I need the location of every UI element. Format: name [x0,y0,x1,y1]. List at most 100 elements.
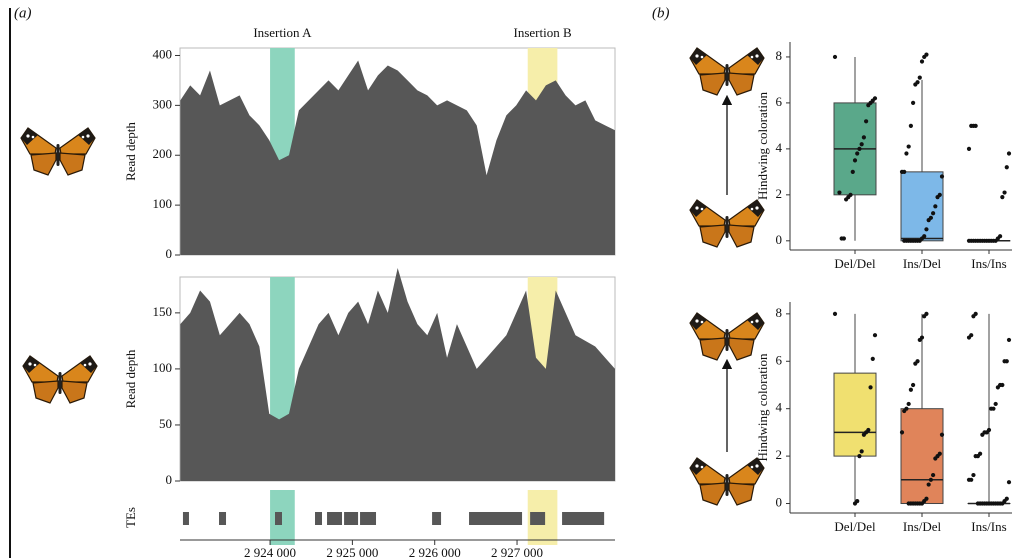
highlight [270,490,295,545]
data-point [857,454,861,458]
data-point [967,335,971,339]
x-tick-label: 2 924 000 [244,545,296,558]
data-point [902,239,906,243]
y-tick-label: 8 [776,48,783,63]
data-point [862,135,866,139]
te-segment [275,512,282,525]
panel-label: (a) [14,5,32,21]
data-point [873,333,877,337]
x-tick-label: Ins/Del [903,519,942,534]
x-tick-label: Ins/Ins [971,256,1006,271]
data-point [1007,338,1011,342]
y-axis-label: Hindwing coloration [755,92,770,200]
te-segment [469,512,522,525]
y-axis-label: TEs [123,507,138,528]
panel-label: (b) [652,5,670,21]
data-point [833,55,837,59]
data-point [920,59,924,63]
te-segment [219,512,226,525]
x-tick-label: Del/Del [834,519,876,534]
highlight-label: Insertion B [513,25,571,40]
y-tick-label: 150 [153,304,173,319]
y-tick-label: 6 [776,94,783,109]
highlight-label: Insertion A [253,25,312,40]
y-axis-label: Read depth [123,349,138,408]
data-point [1007,151,1011,155]
data-point [866,103,870,107]
data-point [907,144,911,148]
data-point [853,501,857,505]
te-segment [530,512,545,525]
te-segment [315,512,322,525]
x-tick-label: 2 925 000 [326,545,378,558]
butterfly-icon [690,313,764,360]
data-point [864,119,868,123]
data-point [853,158,857,162]
te-segment [432,512,441,525]
y-tick-label: 50 [159,416,172,431]
data-point [907,402,911,406]
te-segment [562,512,604,525]
data-point [976,501,980,505]
y-tick-label: 0 [166,472,173,487]
data-point [967,478,971,482]
x-tick-label: 2 926 000 [409,545,461,558]
data-point [907,501,911,505]
te-segment [327,512,342,525]
data-point [900,430,904,434]
data-point [940,433,944,437]
y-axis-label: Hindwing coloration [755,353,770,461]
x-tick-label: Del/Del [834,256,876,271]
data-point [931,211,935,215]
y-tick-label: 6 [776,352,783,367]
y-tick-label: 8 [776,305,783,320]
y-tick-label: 2 [776,186,783,201]
data-point [931,473,935,477]
data-point [924,227,928,231]
te-segment [344,512,358,525]
y-tick-label: 300 [153,96,173,111]
x-tick-label: Ins/Del [903,256,942,271]
figure: (a) (b) 0 100 200 300 400 Read depth Insertion… [0,0,1018,558]
data-point [922,55,926,59]
te-segment [360,512,376,525]
data-point [862,433,866,437]
data-point [974,454,978,458]
data-point [935,195,939,199]
data-point [922,314,926,318]
data-point [996,385,1000,389]
y-tick-label: 100 [153,196,173,211]
data-point [1002,359,1006,363]
data-point [909,124,913,128]
data-point [837,190,841,194]
y-tick-label: 2 [776,447,783,462]
data-point [913,82,917,86]
data-point [989,407,993,411]
data-point [1000,195,1004,199]
data-point [918,338,922,342]
x-tick-label: 2 927 000 [491,545,543,558]
data-point [855,151,859,155]
y-axis-label: Read depth [123,122,138,181]
y-tick-label: 200 [153,146,173,161]
data-point [971,473,975,477]
data-point [933,204,937,208]
data-point [929,478,933,482]
data-point [1007,480,1011,484]
y-tick-label: 400 [153,46,173,61]
butterfly-icon [690,200,764,247]
data-point [860,142,864,146]
data-point [911,101,915,105]
te-segment [183,512,189,525]
data-point [833,312,837,316]
data-point [871,357,875,361]
y-tick-label: 0 [166,246,173,261]
data-point [933,456,937,460]
data-point [971,314,975,318]
y-tick-label: 100 [153,360,173,375]
data-point [851,170,855,174]
data-point [927,482,931,486]
x-tick-label: Ins/Ins [971,519,1006,534]
data-point [904,151,908,155]
data-point [1002,190,1006,194]
